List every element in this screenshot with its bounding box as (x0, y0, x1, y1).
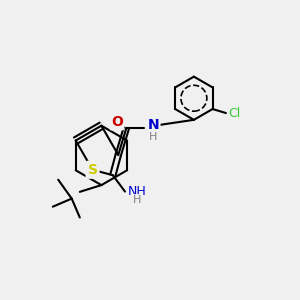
Text: O: O (111, 115, 123, 129)
Text: H: H (149, 132, 158, 142)
Text: Cl: Cl (228, 106, 240, 120)
Text: NH: NH (128, 185, 146, 198)
Text: S: S (88, 163, 98, 177)
Text: H: H (133, 195, 141, 205)
Text: N: N (148, 118, 159, 132)
